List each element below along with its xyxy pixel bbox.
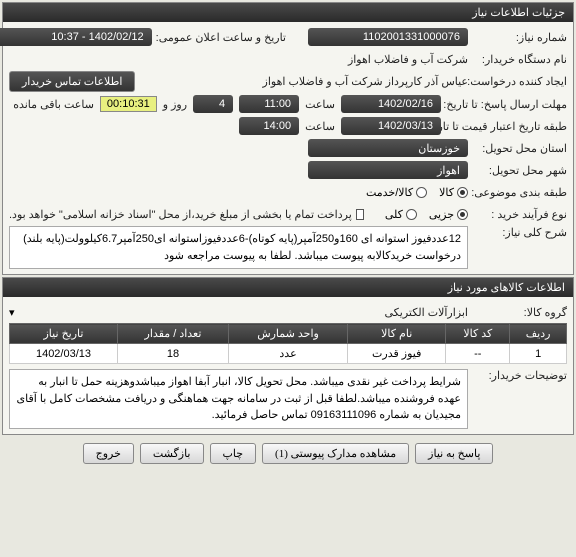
items-table: ردیف کد کالا نام کالا واحد شمارش تعداد /… xyxy=(9,323,567,364)
radio-dot-icon xyxy=(457,187,468,198)
col-need-date: تاریخ نیاز xyxy=(10,324,118,344)
category-option-1-label: کالا/خدمت xyxy=(366,186,413,199)
announce-date-label: تاریخ و ساعت اعلان عمومی: xyxy=(156,31,286,44)
cell-item-name: فیوز قدرت xyxy=(348,344,446,364)
reply-deadline-days: 4 xyxy=(193,95,233,113)
payment-note: پرداخت تمام یا بخشی از مبلغ خرید،از محل … xyxy=(9,208,352,221)
table-header-row: ردیف کد کالا نام کالا واحد شمارش تعداد /… xyxy=(10,324,567,344)
category-label: طبقه بندی موضوعی: xyxy=(472,186,567,199)
col-unit: واحد شمارش xyxy=(228,324,347,344)
goods-group-label: گروه کالا: xyxy=(472,306,567,319)
cell-unit: عدد xyxy=(228,344,347,364)
need-info-panel: جزئیات اطلاعات نیاز شماره نیاز: 11020013… xyxy=(2,2,574,275)
credit-date-value: 1402/03/13 xyxy=(341,117,441,135)
credit-time-label: ساعت xyxy=(305,120,335,133)
col-item-code: کد کالا xyxy=(446,324,510,344)
city-label: شهر محل تحویل: xyxy=(472,164,567,177)
col-qty: تعداد / مقدار xyxy=(117,324,228,344)
process-option-1-label: کلی xyxy=(385,208,403,221)
reply-button[interactable]: پاسخ به نیاز xyxy=(415,443,493,464)
back-button[interactable]: بازگشت xyxy=(140,443,204,464)
process-option-0-label: جزیی xyxy=(429,208,454,221)
remain-label: ساعت باقی مانده xyxy=(13,98,94,111)
city-value: اهواز xyxy=(308,161,468,179)
need-number-label: شماره نیاز: xyxy=(472,31,567,44)
cell-item-code: -- xyxy=(446,344,510,364)
contact-buyer-button[interactable]: اطلاعات تماس خریدار xyxy=(9,71,135,92)
process-option-partial[interactable]: جزیی xyxy=(429,208,468,221)
exit-button[interactable]: خروج xyxy=(83,443,134,464)
reply-deadline-time: 11:00 xyxy=(239,95,299,113)
buyer-note-value: شرایط پرداخت غیر نقدی میباشد. محل تحویل … xyxy=(9,369,468,429)
announce-date-value: 1402/02/12 - 10:37 xyxy=(0,28,152,46)
days-label: روز و xyxy=(163,98,187,111)
radio-dot-icon xyxy=(406,209,417,220)
reply-deadline-date: 1402/02/16 xyxy=(341,95,441,113)
category-option-0-label: کالا xyxy=(439,186,454,199)
process-type-label: نوع فرآیند خرید : xyxy=(472,208,567,221)
category-radio-group: کالا کالا/خدمت xyxy=(366,186,468,199)
panel-header-info: جزئیات اطلاعات نیاز xyxy=(3,3,573,22)
category-option-goods[interactable]: کالا xyxy=(439,186,468,199)
need-number-value: 1102001331000076 xyxy=(308,28,468,46)
request-creator-value: عیاس آذر کارپرداز شرکت آب و فاضلاب اهواز xyxy=(263,75,468,88)
reply-deadline-label: مهلت ارسال پاسخ: تا تاریخ: xyxy=(447,98,567,111)
footer-buttons: پاسخ به نیاز مشاهده مدارک پیوستی (1) چاپ… xyxy=(0,437,576,470)
credit-date-label: طبقه تاریخ اعتبار قیمت تا تاریخ: xyxy=(447,120,567,133)
cell-qty: 18 xyxy=(117,344,228,364)
reply-time-label: ساعت xyxy=(305,98,335,111)
countdown-timer: 00:10:31 xyxy=(100,96,157,112)
print-button[interactable]: چاپ xyxy=(210,443,257,464)
need-desc-value: 12عددفیوز استوانه ای 160و250آمپر(پایه کو… xyxy=(9,226,468,269)
cell-need-date: 1402/03/13 xyxy=(10,344,118,364)
province-value: خوزستان xyxy=(308,139,468,157)
buyer-name-label: نام دستگاه خریدار: xyxy=(472,53,567,66)
buyer-note-label: توضیحات خریدار: xyxy=(472,369,567,382)
radio-dot-icon xyxy=(416,187,427,198)
goods-group-value: ابزارآلات الکتریکی xyxy=(385,306,468,319)
process-option-full[interactable]: کلی xyxy=(385,208,417,221)
radio-dot-icon xyxy=(457,209,468,220)
credit-time-value: 14:00 xyxy=(239,117,299,135)
table-row[interactable]: 1 -- فیوز قدرت عدد 18 1402/03/13 xyxy=(10,344,567,364)
cell-row-num: 1 xyxy=(510,344,567,364)
province-label: استان محل تحویل: xyxy=(472,142,567,155)
col-row-num: ردیف xyxy=(510,324,567,344)
items-panel: اطلاعات کالاهای مورد نیاز گروه کالا: ابز… xyxy=(2,277,574,435)
chevron-down-icon[interactable]: ▾ xyxy=(9,306,15,319)
buyer-name-value: شرکت آب و فاضلاب اهواز xyxy=(348,53,468,66)
request-creator-label: ایجاد کننده درخواست: xyxy=(472,75,567,88)
payment-checkbox[interactable] xyxy=(356,209,364,220)
panel-header-items: اطلاعات کالاهای مورد نیاز xyxy=(3,278,573,297)
category-option-goods-service[interactable]: کالا/خدمت xyxy=(366,186,427,199)
need-desc-label: شرح کلی نیاز: xyxy=(472,226,567,239)
attachments-button[interactable]: مشاهده مدارک پیوستی (1) xyxy=(262,443,409,464)
col-item-name: نام کالا xyxy=(348,324,446,344)
process-type-radio-group: جزیی کلی xyxy=(385,208,468,221)
